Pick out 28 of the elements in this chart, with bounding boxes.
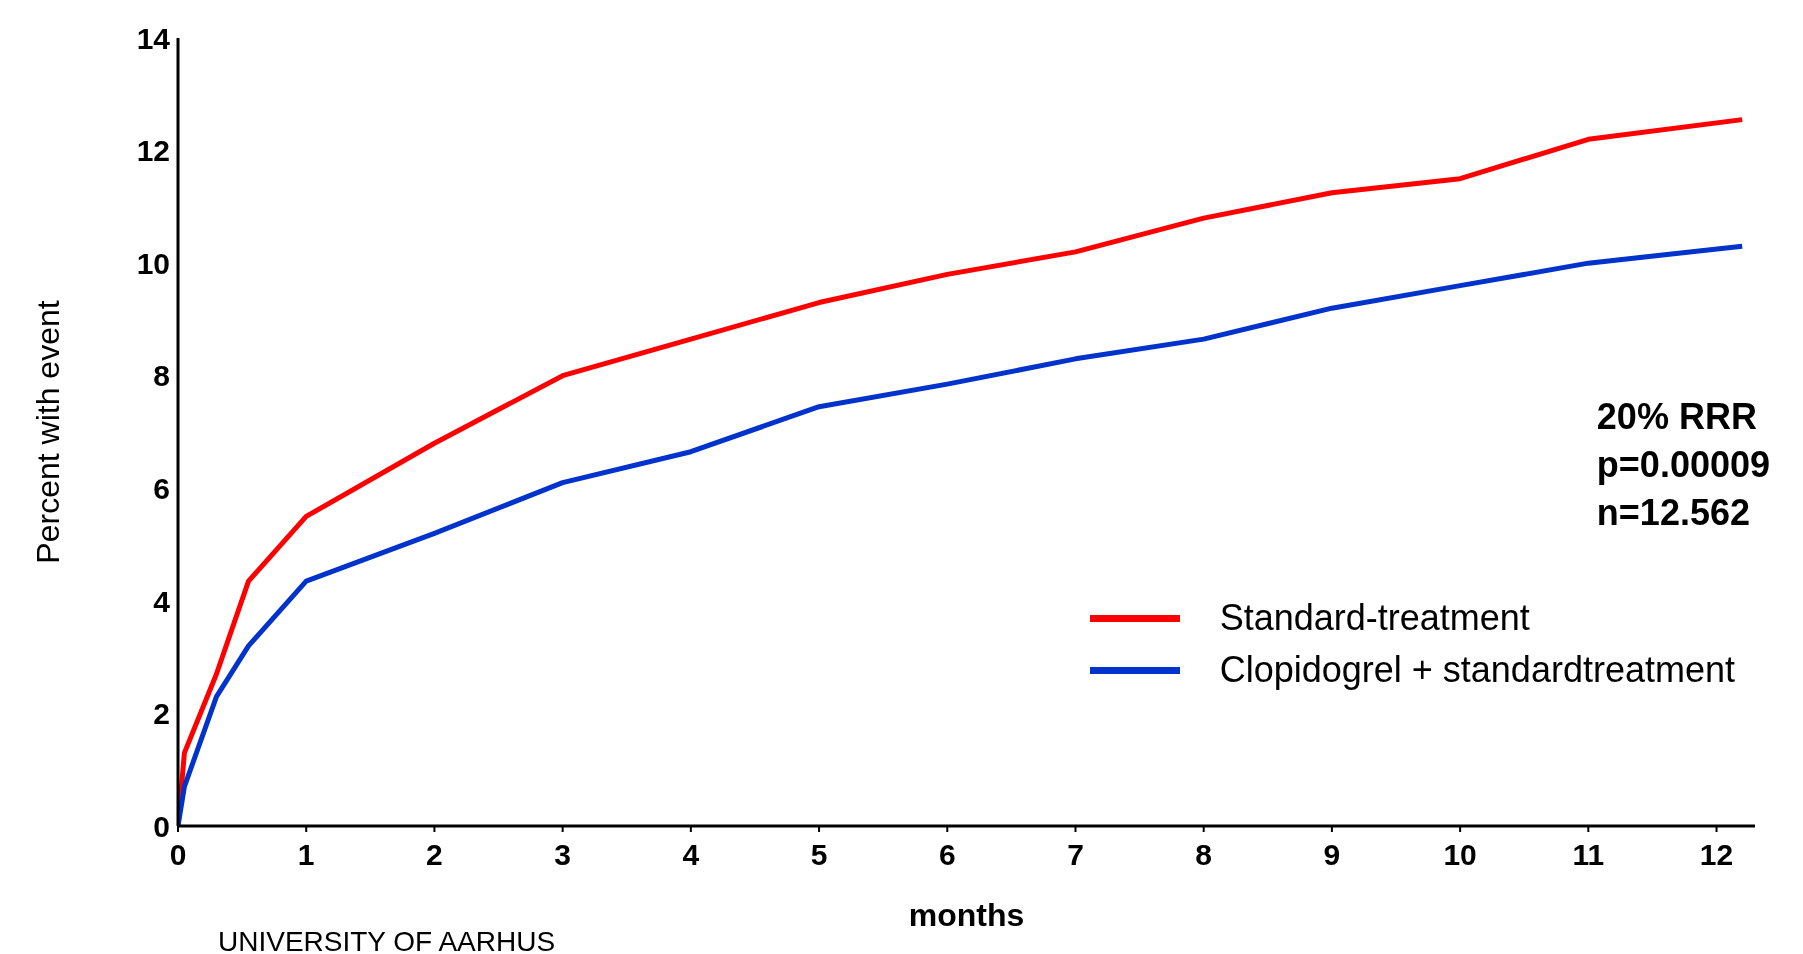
- y-tick-label: 8: [153, 359, 170, 393]
- annotation: n=12.562: [1596, 491, 1751, 535]
- y-tick-label: 4: [153, 584, 171, 618]
- x-tick-label: 8: [1195, 838, 1213, 872]
- x-tick-label: 5: [810, 838, 828, 872]
- x-axis-title: months: [908, 897, 1025, 933]
- x-tick-label: 1: [297, 838, 315, 872]
- x-tick-label: 7: [1067, 838, 1084, 872]
- x-tick-label: 9: [1323, 838, 1341, 872]
- x-tick-label: 6: [938, 838, 956, 872]
- y-tick-label: 0: [153, 809, 170, 843]
- text: UNIVERSITY OF AARHUS: [218, 926, 556, 954]
- legend-label: Standard-treatment: [1219, 597, 1530, 639]
- annotation: 20% RRR: [1596, 395, 1758, 439]
- x-tick-label: 2: [426, 838, 443, 872]
- y-tick-label: 2: [153, 697, 170, 731]
- annotation: p=0.00009: [1596, 443, 1770, 487]
- x-tick-label: 12: [1699, 838, 1734, 872]
- y-tick-label: 10: [136, 246, 170, 280]
- x-tick-label: 4: [682, 838, 700, 872]
- x-tick-label: 3: [554, 838, 571, 872]
- x-tick-label: 11: [1572, 838, 1605, 872]
- y-tick-label: 14: [136, 21, 171, 55]
- x-tick-label: 10: [1443, 838, 1477, 872]
- legend-label: Clopidogrel + standardtreatment: [1219, 649, 1735, 691]
- y-tick-label: 12: [136, 134, 170, 168]
- y-axis-title: Percent with event: [30, 300, 67, 564]
- y-tick-label: 6: [153, 471, 170, 505]
